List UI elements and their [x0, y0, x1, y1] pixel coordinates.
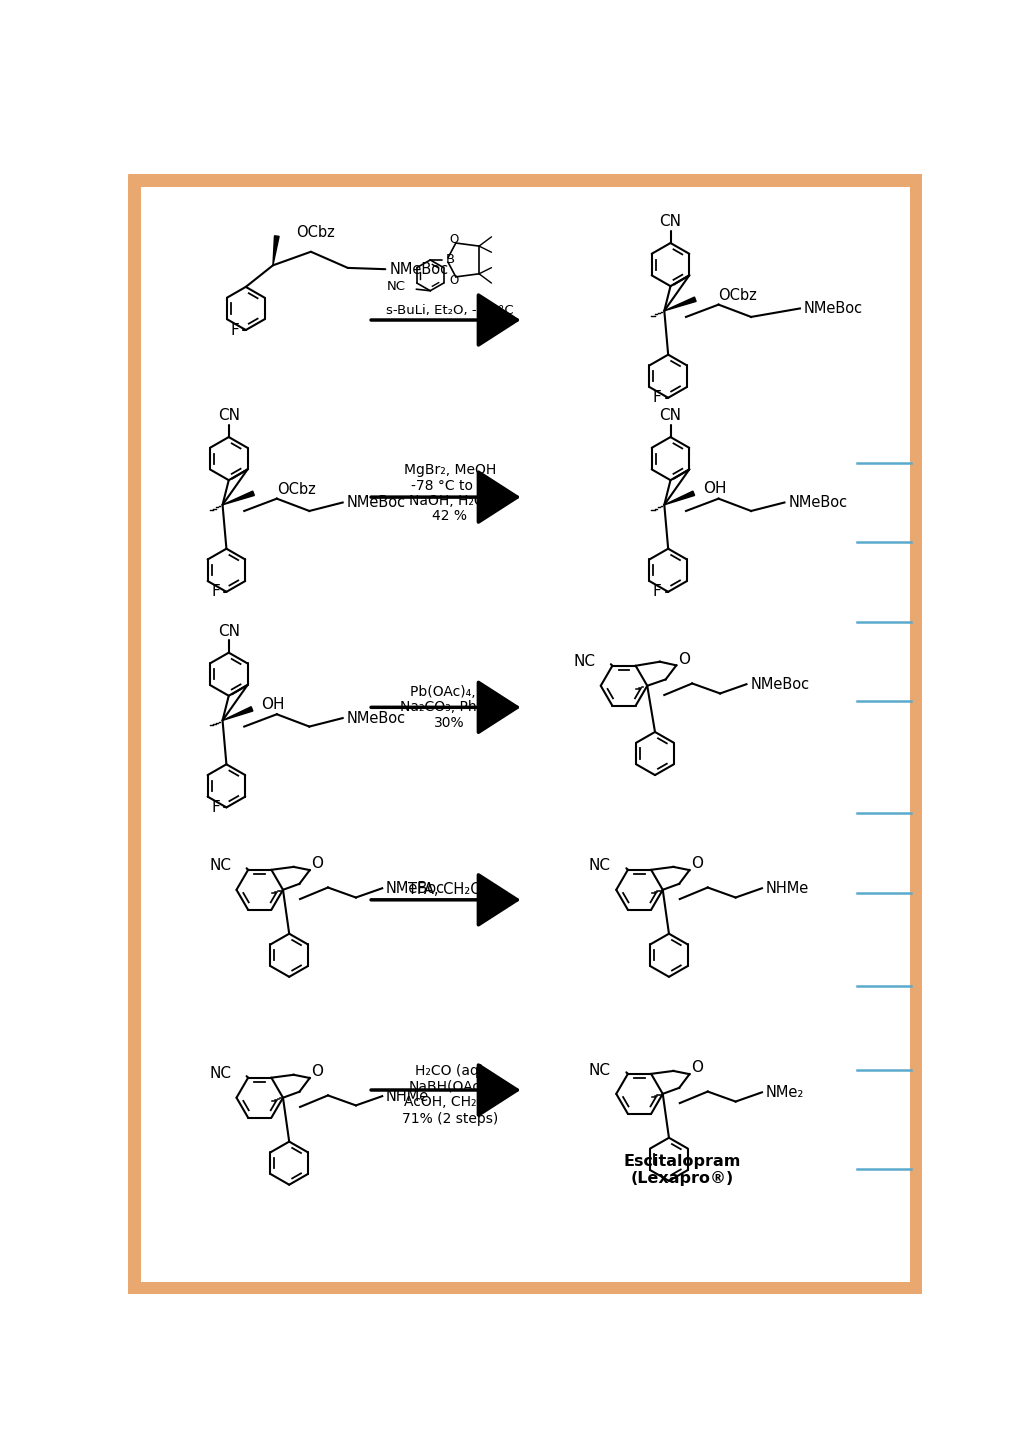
Text: NaOH, H₂O₂: NaOH, H₂O₂ [409, 494, 490, 507]
Text: NMe₂: NMe₂ [766, 1085, 804, 1099]
Text: Escitalopram: Escitalopram [624, 1154, 740, 1169]
Text: NMeBoc: NMeBoc [788, 494, 848, 510]
Text: B: B [445, 253, 455, 266]
Text: Na₂CO₃, PhCF₃: Na₂CO₃, PhCF₃ [399, 701, 500, 714]
Text: NC: NC [589, 1063, 611, 1077]
Text: NC: NC [589, 858, 611, 874]
Text: F: F [211, 585, 220, 599]
Text: NMeBoc: NMeBoc [804, 301, 863, 316]
Text: OCbz: OCbz [276, 481, 315, 497]
Text: NMeBoc: NMeBoc [389, 262, 449, 276]
Text: 42 %: 42 % [432, 509, 467, 523]
Text: NMeBoc: NMeBoc [346, 494, 406, 510]
Text: O: O [450, 275, 459, 288]
Text: OCbz: OCbz [719, 288, 758, 302]
Text: F: F [653, 390, 662, 406]
Polygon shape [273, 236, 280, 265]
Text: Pb(OAc)₄, I₂: Pb(OAc)₄, I₂ [410, 685, 489, 699]
Text: CN: CN [659, 409, 682, 423]
Text: OH: OH [703, 481, 727, 496]
Text: OCbz: OCbz [296, 225, 335, 240]
Text: NC: NC [386, 281, 406, 294]
Text: MgBr₂, MeOH: MgBr₂, MeOH [403, 464, 496, 477]
Text: F: F [653, 585, 662, 599]
Text: O: O [691, 856, 703, 871]
Text: F: F [211, 800, 220, 814]
Polygon shape [665, 297, 696, 311]
Text: O: O [691, 1060, 703, 1076]
Text: NMeBoc: NMeBoc [751, 676, 809, 692]
Text: OH: OH [261, 696, 285, 712]
Text: O: O [311, 856, 324, 871]
Text: CN: CN [218, 409, 240, 423]
Text: CN: CN [218, 624, 240, 638]
Text: (Lexapro®): (Lexapro®) [631, 1170, 734, 1186]
Text: NMeBoc: NMeBoc [346, 711, 406, 726]
Text: s-BuLi, Et₂O, -78 °C: s-BuLi, Et₂O, -78 °C [386, 304, 513, 317]
Text: F: F [230, 323, 240, 337]
Text: H₂CO (aq): H₂CO (aq) [415, 1064, 484, 1077]
Text: 71% (2 steps): 71% (2 steps) [401, 1111, 498, 1125]
Text: CN: CN [659, 214, 682, 228]
Text: O: O [450, 233, 459, 246]
Text: NC: NC [209, 1066, 231, 1082]
Text: NHMe: NHMe [766, 881, 809, 896]
Text: NaBH(OAc)₃: NaBH(OAc)₃ [409, 1079, 492, 1093]
Polygon shape [665, 491, 694, 505]
Text: O: O [311, 1064, 324, 1079]
Text: 30%: 30% [434, 715, 465, 730]
Text: TFA, CH₂Cl₂: TFA, CH₂Cl₂ [409, 883, 490, 897]
Polygon shape [222, 491, 254, 505]
Text: O: O [678, 651, 690, 667]
Polygon shape [222, 707, 253, 720]
Text: AcOH, CH₂Cl₂: AcOH, CH₂Cl₂ [403, 1095, 496, 1108]
Text: NC: NC [573, 654, 595, 669]
Text: NC: NC [209, 858, 231, 874]
Text: NMeBoc: NMeBoc [386, 881, 445, 896]
Text: NHMe: NHMe [386, 1089, 429, 1104]
Text: -78 °C to rt: -78 °C to rt [411, 478, 488, 493]
